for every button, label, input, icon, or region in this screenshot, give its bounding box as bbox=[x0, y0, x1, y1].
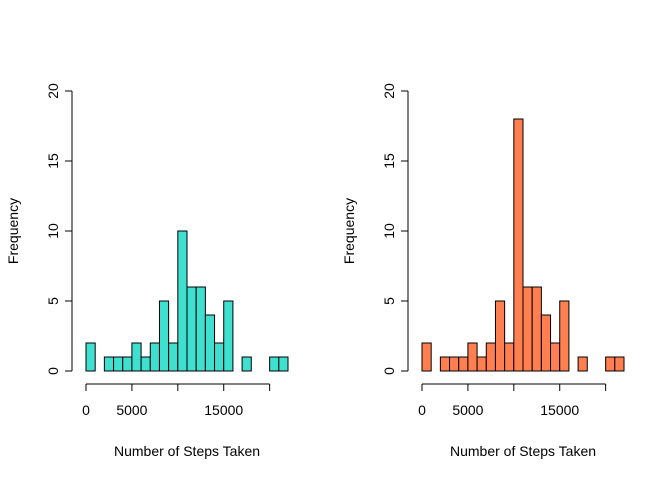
histogram-bar bbox=[103, 356, 115, 372]
histogram-bar bbox=[241, 356, 252, 372]
histogram-bar bbox=[140, 356, 151, 372]
y-tick-label: 0 bbox=[45, 367, 61, 375]
histogram-bar bbox=[485, 342, 496, 372]
y-tick-label: 15 bbox=[381, 153, 397, 169]
histogram-bar bbox=[522, 286, 533, 372]
histogram-bar bbox=[168, 342, 179, 372]
histogram-bar bbox=[186, 286, 197, 372]
x-tick-label: 0 bbox=[82, 402, 90, 418]
y-tick-label: 20 bbox=[381, 83, 397, 99]
histogram-bar bbox=[223, 300, 234, 372]
histogram-bar bbox=[467, 342, 478, 372]
y-tick-label: 10 bbox=[381, 223, 397, 239]
histogram-bar bbox=[476, 356, 487, 372]
histogram-bar bbox=[559, 300, 570, 372]
x-tick-label: 5000 bbox=[452, 402, 483, 418]
histogram-bar bbox=[122, 356, 133, 372]
y-tick-label: 15 bbox=[45, 153, 61, 169]
histogram-bar bbox=[131, 342, 142, 372]
y-tick-label: 0 bbox=[381, 367, 397, 375]
histogram-bar bbox=[269, 356, 280, 372]
x-tick-label: 5000 bbox=[116, 402, 147, 418]
histogram-bar bbox=[614, 356, 625, 372]
histogram-bar bbox=[214, 342, 225, 372]
histogram-bar bbox=[577, 356, 588, 372]
histogram-bar bbox=[494, 300, 506, 372]
histogram-bar bbox=[421, 342, 432, 372]
histogram-bar bbox=[458, 356, 469, 372]
x-tick-label: 0 bbox=[418, 402, 426, 418]
histogram-bar bbox=[204, 314, 216, 372]
histogram-bar bbox=[177, 230, 188, 372]
histogram-bar bbox=[540, 314, 552, 372]
x-axis-label: Number of Steps Taken bbox=[450, 443, 596, 459]
histogram-bar bbox=[605, 356, 616, 372]
y-tick-label: 20 bbox=[45, 83, 61, 99]
x-tick-label: 15000 bbox=[204, 402, 243, 418]
histogram-bar bbox=[149, 342, 160, 372]
histogram-bar bbox=[113, 356, 124, 372]
histogram-bar bbox=[449, 356, 460, 372]
histogram-bar bbox=[85, 342, 96, 372]
histogram-bar bbox=[504, 342, 515, 372]
histogram-bar bbox=[439, 356, 451, 372]
y-tick-label: 5 bbox=[381, 297, 397, 305]
histogram-bar bbox=[278, 356, 289, 372]
y-axis-label: Frequency bbox=[5, 198, 21, 264]
histogram-bar bbox=[195, 286, 206, 372]
y-tick-label: 5 bbox=[45, 297, 61, 305]
x-tick-label: 15000 bbox=[540, 402, 579, 418]
histogram-bar bbox=[550, 342, 561, 372]
y-tick-label: 10 bbox=[45, 223, 61, 239]
y-axis-label: Frequency bbox=[341, 198, 357, 264]
histogram-bar bbox=[513, 118, 524, 372]
histogram-bar bbox=[158, 300, 170, 372]
x-axis-label: Number of Steps Taken bbox=[114, 443, 260, 459]
histogram-bar bbox=[531, 286, 542, 372]
